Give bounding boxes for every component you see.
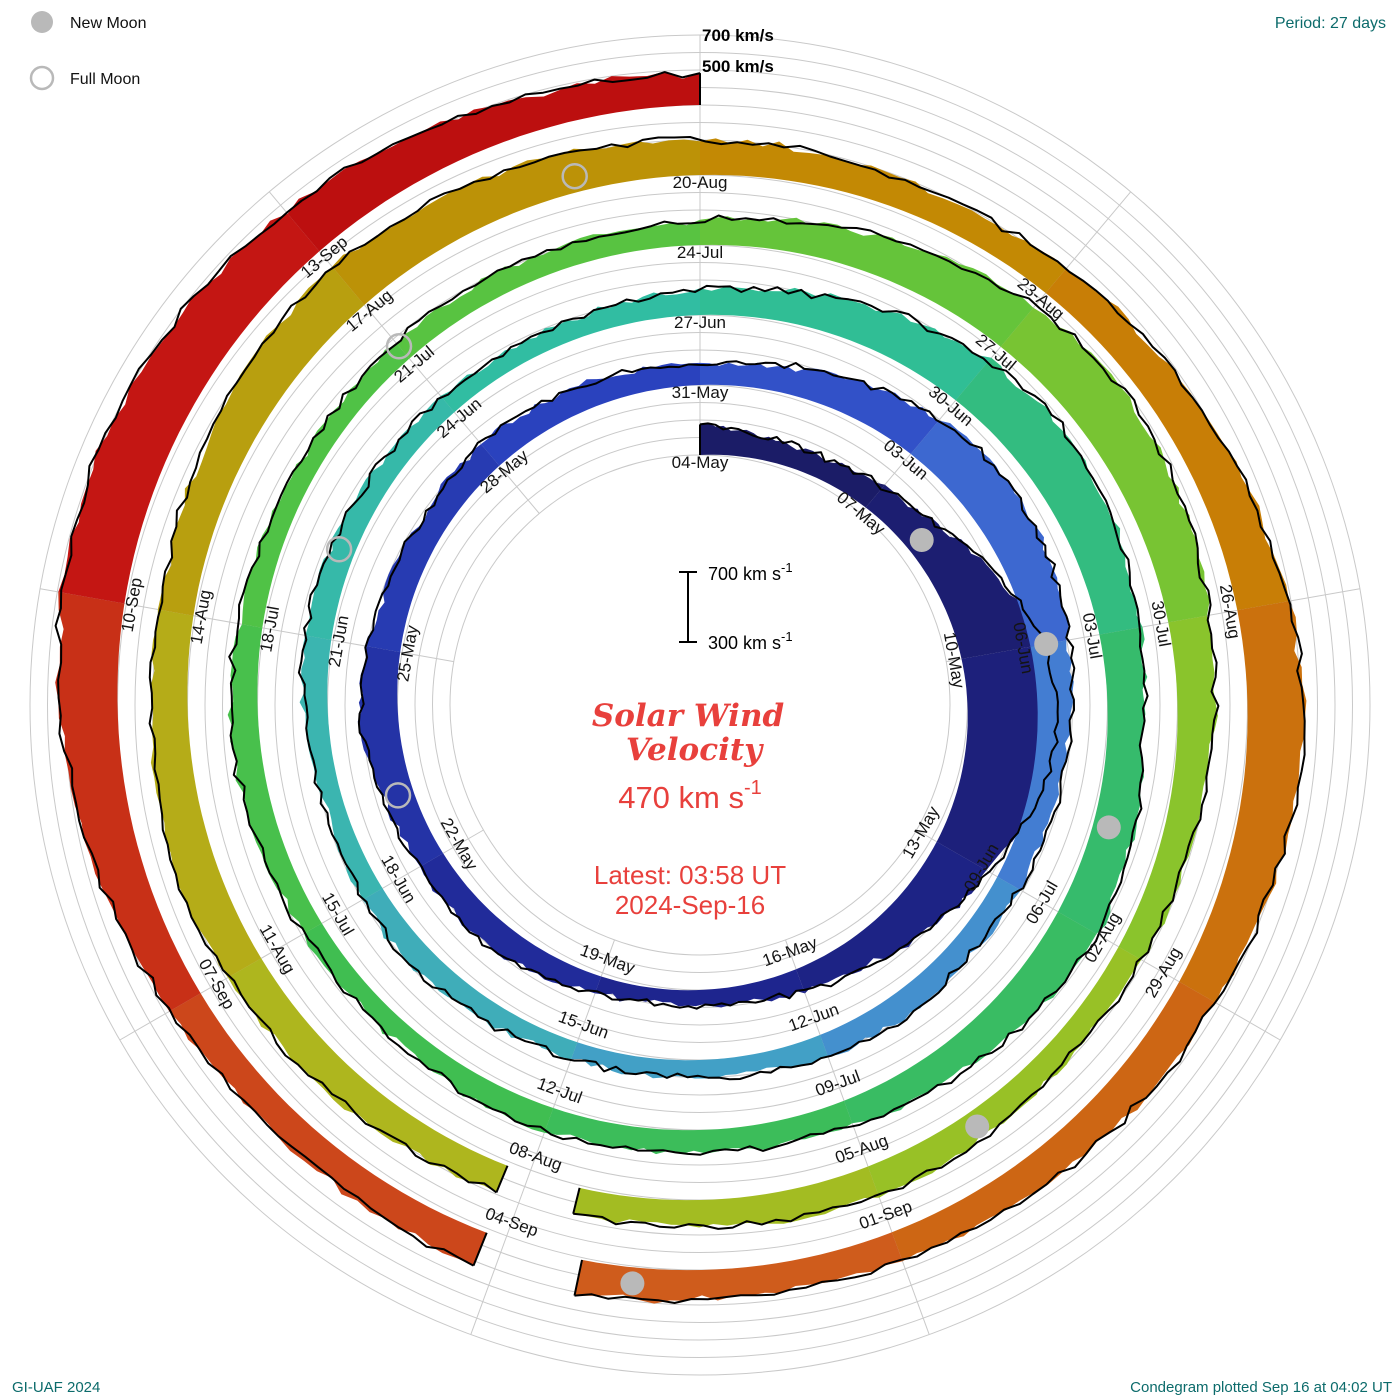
velocity-band [574,1232,903,1304]
velocity-curve-cap [495,1165,509,1193]
velocity-band [287,71,700,252]
velocity-band [955,357,1143,635]
new-moon-marker [909,528,934,552]
new-moon-marker [620,1271,645,1296]
new-moon-marker [1096,815,1121,840]
new-moon-marker [1034,632,1059,656]
velocity-band [157,266,365,616]
velocity-band [573,1166,880,1228]
current-velocity-value: 470 km s-1 [618,777,762,815]
velocity-band [366,444,500,653]
scale-bar-bottom-label: 300 km s-1 [708,629,793,653]
velocity-band [820,876,1021,1057]
grid-spoke [860,191,1132,514]
velocity-band [1000,307,1210,623]
velocity-band [397,219,700,359]
velocity-curve-cap [572,1187,581,1215]
velocity-band [1058,627,1148,934]
new-moon-legend-label: New Moon [70,15,146,32]
velocity-band [169,993,487,1266]
axis-label-700kms: 700 km/s [702,26,774,45]
velocity-band [150,609,262,978]
velocity-curve [228,214,1220,1230]
velocity-band [227,624,322,934]
date-tick-label: 31-May [672,383,729,402]
velocity-band [481,362,700,466]
velocity-scale-bar [679,571,697,643]
velocity-curve [54,71,701,1267]
velocity-band [997,640,1074,891]
scale-bar-top-label: 700 km s-1 [708,560,793,584]
velocity-band [544,1100,853,1155]
velocity-band [305,395,455,640]
velocity-band [440,288,700,413]
velocity-band [58,213,320,604]
velocity-band [796,841,987,994]
chart-title-line1: Solar Wind [592,698,784,734]
spiral-layer: 04-May07-May10-May13-May16-May19-May22-M… [29,34,1371,1376]
axis-label-500kms: 500 km/s [702,57,774,76]
velocity-band [891,981,1216,1262]
velocity-band [304,923,554,1133]
full-moon-icon [29,65,55,91]
velocity-band [700,287,992,401]
full-moon-legend-label: Full Moon [70,71,140,88]
velocity-band [868,946,1142,1198]
date-tick-label: 20-Aug [673,173,728,192]
date-tick-label: 24-Jul [677,243,723,262]
velocity-band [700,362,939,454]
full-moon-marker [385,333,413,360]
velocity-band [700,422,885,508]
velocity-band [228,958,508,1193]
velocity-band [865,484,1045,659]
velocity-band [1179,601,1307,1003]
velocity-curve [148,136,1306,1304]
velocity-band [936,644,1061,871]
velocity-band [299,635,383,900]
date-tick-label: 27-Jun [674,313,726,332]
velocity-band [332,139,700,305]
credit-label: GI-UAF 2024 [12,1379,100,1396]
latest-time-label: Latest: 03:58 UT [594,860,786,890]
velocity-band [242,344,410,628]
velocity-band [571,1034,828,1079]
velocity-curve-cap [573,1259,583,1296]
latest-date-label: 2024-Sep-16 [615,890,765,920]
velocity-band [1045,269,1289,611]
velocity-band [362,888,578,1060]
velocity-band [357,646,444,867]
velocity-band [910,420,1069,647]
velocity-band [700,138,1066,293]
velocity-band [420,853,602,994]
velocity-band [700,216,1034,347]
grid-spoke [785,939,930,1335]
plotted-timestamp-label: Condegram plotted Sep 16 at 04:02 UT [1130,1379,1392,1396]
full-moon-marker [325,536,353,563]
velocity-band [595,969,805,1008]
new-moon-icon [31,11,53,33]
velocity-band [844,911,1097,1124]
grid-spoke [470,939,615,1335]
full-moon-marker [384,782,412,809]
date-tick-label: 04-May [672,453,729,472]
velocity-band [55,591,201,1012]
full-moon-marker [561,162,588,190]
velocity-curve-cap [472,1232,488,1266]
chart-title-line2: Velocity [626,732,764,768]
velocity-band [1118,615,1218,960]
period-label: Period: 27 days [1275,15,1386,32]
new-moon-marker [965,1114,990,1139]
